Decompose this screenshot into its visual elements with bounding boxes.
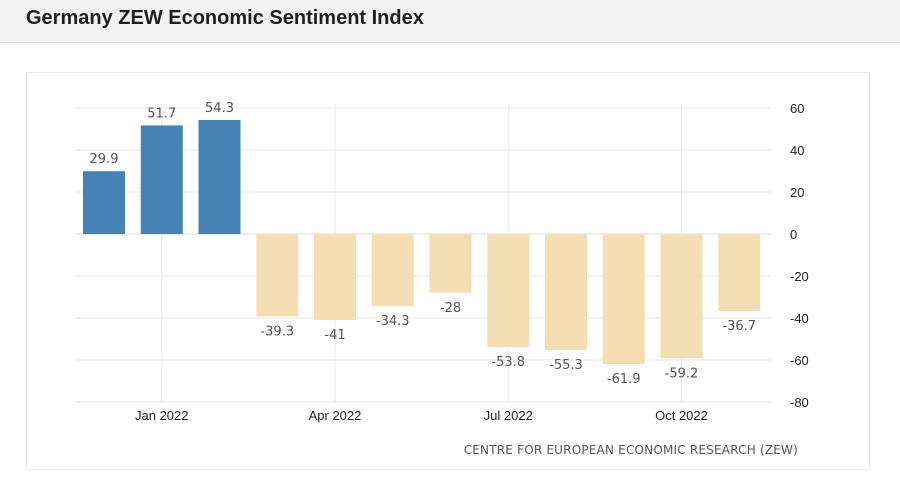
y-tick-label: -20 xyxy=(790,269,809,284)
data-label: -55.3 xyxy=(549,358,583,373)
bars xyxy=(83,119,761,364)
x-axis-ticks: Jan 2022 Apr 2022 Jul 2022 Oct 2022 xyxy=(135,408,708,423)
y-tick-label: -60 xyxy=(790,353,809,368)
bar xyxy=(83,171,125,234)
x-tick-label: Jan 2022 xyxy=(135,408,189,423)
data-label: -41 xyxy=(324,328,345,343)
y-tick-label: 0 xyxy=(790,227,797,242)
bar xyxy=(487,234,530,347)
page-title: Germany ZEW Economic Sentiment Index xyxy=(26,7,424,29)
data-label: 29.9 xyxy=(90,152,119,167)
y-tick-label: 20 xyxy=(790,185,804,200)
data-label: 51.7 xyxy=(147,106,176,121)
bar xyxy=(602,234,645,364)
bar xyxy=(140,125,183,234)
y-tick-label: 40 xyxy=(790,143,804,158)
bar xyxy=(256,234,299,317)
bar xyxy=(371,234,414,307)
data-label: -53.8 xyxy=(491,355,525,370)
data-label: -36.7 xyxy=(722,319,756,334)
x-tick-label: Jul 2022 xyxy=(484,408,533,423)
header-bar: Germany ZEW Economic Sentiment Index xyxy=(0,0,900,43)
data-label: 54.3 xyxy=(205,101,234,116)
data-label: -28 xyxy=(440,301,461,316)
y-tick-label: -80 xyxy=(790,395,809,410)
bar xyxy=(545,234,587,351)
data-label: -59.2 xyxy=(665,366,699,381)
bar xyxy=(198,119,241,234)
bar xyxy=(660,234,703,359)
y-tick-label: 60 xyxy=(790,101,804,116)
source-note: CENTRE FOR EUROPEAN ECONOMIC RESEARCH (Z… xyxy=(464,443,798,457)
y-tick-label: -40 xyxy=(790,311,809,326)
data-label: -61.9 xyxy=(607,372,641,387)
bar xyxy=(429,234,472,293)
bar xyxy=(314,234,356,321)
y-axis-ticks: 60 40 20 0 -20 -40 -60 -80 xyxy=(790,101,809,410)
x-tick-label: Oct 2022 xyxy=(655,408,708,423)
data-labels: 29.9 51.7 54.3 -39.3 -41 -34.3 -28 -53.8 -55.3 -6… xyxy=(90,101,757,387)
x-tick-label: Apr 2022 xyxy=(309,408,362,423)
data-label: -39.3 xyxy=(260,325,294,340)
data-label: -34.3 xyxy=(376,314,410,329)
bar xyxy=(718,234,761,312)
